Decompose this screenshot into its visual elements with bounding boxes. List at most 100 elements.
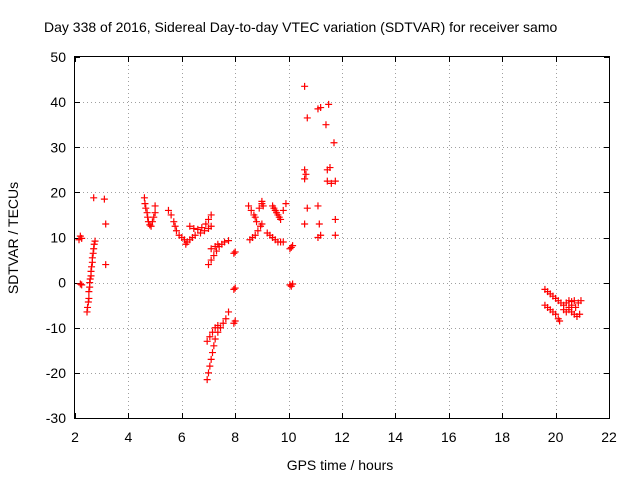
- tick-labels: 2 4 6 8 10 12 14 16 18 20 22 -30 -20 -10 0 10 20 30 40 50: [46, 49, 617, 445]
- y-axis-label: SDTVAR / TECUs: [5, 182, 21, 294]
- data-point: [289, 280, 297, 288]
- data-point: [219, 319, 227, 327]
- x-tick-label: 4: [125, 429, 133, 445]
- data-point: [78, 281, 86, 289]
- data-point: [90, 194, 98, 202]
- data-point: [331, 177, 339, 185]
- data-point: [289, 242, 297, 250]
- data-point: [577, 297, 585, 305]
- data-point: [231, 284, 239, 292]
- data-point: [303, 204, 311, 212]
- data-point: [287, 243, 295, 251]
- data-point: [203, 376, 211, 384]
- y-tick-label: 0: [58, 275, 66, 291]
- data-point: [221, 238, 229, 246]
- data-point: [196, 229, 204, 237]
- data-point: [88, 263, 96, 271]
- data-point: [330, 139, 338, 147]
- data-point: [245, 202, 253, 210]
- data-point: [90, 240, 98, 248]
- data-point: [572, 303, 580, 311]
- data-point: [209, 349, 217, 357]
- data-point: [301, 175, 309, 183]
- data-point: [279, 238, 287, 246]
- x-tick-label: 22: [601, 429, 617, 445]
- data-point: [151, 202, 159, 210]
- y-tick-label: -20: [46, 365, 66, 381]
- data-point: [147, 222, 155, 230]
- data-point: [102, 261, 110, 269]
- data-point: [556, 317, 564, 325]
- data-point: [100, 195, 108, 203]
- x-tick-label: 16: [441, 429, 457, 445]
- data-point: [322, 121, 330, 129]
- data-point: [148, 218, 156, 226]
- data-point: [214, 321, 222, 329]
- data-point: [568, 301, 576, 309]
- data-point: [251, 213, 259, 221]
- data-point: [301, 220, 309, 228]
- data-point: [206, 333, 214, 341]
- data-point: [141, 200, 149, 208]
- y-tick-label: 50: [50, 49, 66, 65]
- data-point: [259, 202, 267, 210]
- x-tick-label: 18: [494, 429, 510, 445]
- x-tick-label: 8: [231, 429, 239, 445]
- data-point: [253, 218, 261, 226]
- data-points: [75, 82, 585, 384]
- data-point: [302, 170, 310, 178]
- data-point: [85, 288, 93, 296]
- data-point: [301, 82, 309, 90]
- y-tick-label: 30: [50, 139, 66, 155]
- data-point: [186, 222, 194, 230]
- x-axis-label: GPS time / hours: [287, 457, 394, 473]
- data-point: [209, 328, 217, 336]
- data-point: [327, 179, 335, 187]
- data-point: [570, 297, 578, 305]
- data-point: [88, 254, 96, 262]
- data-point: [78, 234, 86, 242]
- data-point: [230, 285, 238, 293]
- data-point: [206, 362, 214, 370]
- axis-ticks: [75, 57, 610, 419]
- data-point: [222, 315, 230, 323]
- data-point: [200, 227, 208, 235]
- data-point: [207, 355, 215, 363]
- data-point: [205, 261, 212, 269]
- data-point: [150, 213, 158, 221]
- data-point: [251, 231, 259, 239]
- data-point: [91, 237, 99, 245]
- data-point: [142, 204, 150, 212]
- data-point: [205, 369, 212, 377]
- data-point: [254, 227, 262, 235]
- data-point: [255, 204, 263, 212]
- data-point: [205, 215, 212, 223]
- data-point: [279, 206, 287, 214]
- data-point: [552, 310, 560, 318]
- chart-title: Day 338 of 2016, Sidereal Day-to-day VTE…: [44, 19, 557, 35]
- x-tick-label: 10: [281, 429, 297, 445]
- data-point: [214, 240, 222, 248]
- data-point: [170, 218, 178, 226]
- data-point: [282, 200, 290, 208]
- x-tick-label: 14: [388, 429, 404, 445]
- data-point: [231, 248, 239, 256]
- data-point: [211, 335, 219, 343]
- data-point: [202, 220, 210, 228]
- data-point: [167, 211, 175, 219]
- data-point: [191, 231, 199, 239]
- data-point: [225, 237, 233, 245]
- y-tick-label: -10: [46, 320, 66, 336]
- y-tick-label: -30: [46, 410, 66, 426]
- x-tick-label: 12: [334, 429, 350, 445]
- data-point: [576, 310, 584, 318]
- data-point: [277, 215, 285, 223]
- x-tick-label: 20: [548, 429, 564, 445]
- data-point: [76, 280, 84, 288]
- data-point: [171, 222, 179, 230]
- data-point: [331, 231, 339, 239]
- y-tick-label: 20: [50, 184, 66, 200]
- data-point: [86, 275, 94, 283]
- data-point: [301, 166, 309, 174]
